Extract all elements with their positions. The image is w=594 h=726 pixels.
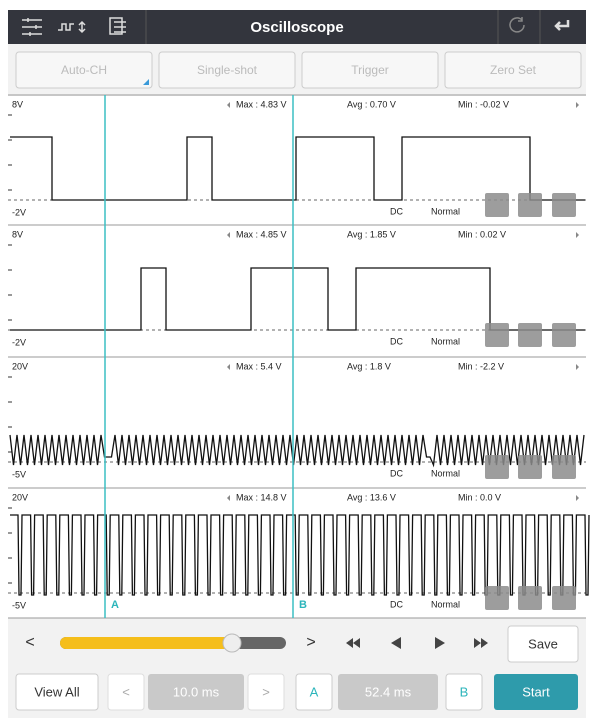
max-value: Max : 14.8 V — [236, 492, 287, 502]
toolbar-button[interactable] — [15, 51, 153, 89]
avg-value: Avg : 1.85 V — [347, 229, 396, 239]
time-prev-button-label: < — [122, 684, 130, 699]
trigger-mode: Normal — [431, 336, 460, 346]
save-icon[interactable] — [109, 17, 126, 35]
avg-value: Avg : 1.8 V — [347, 361, 391, 371]
save-button[interactable] — [507, 625, 579, 663]
range-top: 20V — [12, 361, 28, 371]
range-bottom: -5V — [12, 469, 26, 479]
scroll-left[interactable] — [227, 102, 230, 108]
coupling: DC — [390, 599, 403, 609]
waveform — [10, 136, 585, 201]
zoom-icon[interactable] — [552, 193, 576, 217]
cursor-b-button-label: B — [460, 684, 469, 699]
step-back-button[interactable] — [391, 637, 401, 649]
range-top: 8V — [12, 99, 23, 109]
time-prev-button[interactable] — [107, 673, 145, 711]
zoom-icon[interactable] — [552, 586, 576, 610]
cursor-delta-label: 52.4 ms — [365, 684, 412, 699]
scroll-right[interactable] — [576, 364, 579, 370]
scroll-right[interactable] — [576, 102, 579, 108]
toolbar-button-label: Trigger — [351, 63, 389, 77]
settings-icon[interactable] — [22, 18, 42, 36]
time-base — [148, 674, 244, 710]
trigger-mode: Normal — [431, 206, 460, 216]
mute-icon[interactable] — [485, 323, 509, 347]
cursor-label: A — [111, 599, 119, 611]
title: Oscilloscope — [250, 19, 343, 36]
toolbar-button[interactable] — [444, 51, 582, 89]
max-value: Max : 4.83 V — [236, 99, 287, 109]
mute-icon[interactable] — [485, 455, 509, 479]
scroll-prev[interactable]: < — [25, 634, 34, 651]
refresh-icon[interactable] — [509, 17, 525, 33]
dropdown-corner — [143, 79, 149, 85]
range-bottom: -5V — [12, 600, 26, 610]
scroll-left[interactable] — [227, 364, 230, 370]
scroll-left[interactable] — [227, 232, 230, 238]
toolbar-button-label: Auto-CH — [61, 63, 107, 77]
start-button[interactable] — [494, 674, 578, 710]
min-value: Min : 0.0 V — [458, 492, 501, 502]
max-value: Max : 5.4 V — [236, 361, 282, 371]
zoom-icon[interactable] — [552, 455, 576, 479]
scroll-right[interactable] — [576, 232, 579, 238]
toolbar-button[interactable] — [301, 51, 439, 89]
coupling: DC — [390, 206, 403, 216]
scroll-left[interactable] — [227, 495, 230, 501]
move-icon[interactable] — [518, 193, 542, 217]
trigger-mode: Normal — [431, 468, 460, 478]
scale-icon[interactable] — [58, 20, 86, 34]
save-label: Save — [528, 636, 558, 651]
max-value: Max : 4.85 V — [236, 229, 287, 239]
min-value: Min : -0.02 V — [458, 99, 509, 109]
cursor-b-button[interactable] — [445, 673, 483, 711]
cursor-label: B — [299, 599, 307, 611]
cursor-a-button[interactable] — [295, 673, 333, 711]
fast-forward-button[interactable] — [474, 638, 488, 648]
move-icon[interactable] — [518, 586, 542, 610]
avg-value: Avg : 0.70 V — [347, 99, 396, 109]
scroll-next[interactable]: > — [306, 634, 315, 651]
start-button-label: Start — [522, 684, 550, 699]
range-top: 8V — [12, 229, 23, 239]
slider-knob[interactable] — [222, 633, 242, 653]
range-top: 20V — [12, 492, 28, 502]
time-next-button[interactable] — [247, 673, 285, 711]
zoom-icon[interactable] — [552, 323, 576, 347]
rewind-button[interactable] — [346, 638, 360, 648]
move-icon[interactable] — [518, 455, 542, 479]
toolbar-button-label: Zero Set — [490, 63, 537, 77]
header-icons — [22, 17, 570, 36]
waveform — [10, 514, 590, 596]
coupling: DC — [390, 336, 403, 346]
min-value: Min : -2.2 V — [458, 361, 504, 371]
time-next-button-label: > — [262, 684, 270, 699]
coupling: DC — [390, 468, 403, 478]
scroll-right[interactable] — [576, 495, 579, 501]
range-bottom: -2V — [12, 207, 26, 217]
step-forward-button[interactable] — [435, 637, 445, 649]
cursor-delta — [338, 674, 438, 710]
trigger-mode: Normal — [431, 599, 460, 609]
mute-icon[interactable] — [485, 193, 509, 217]
slider-fill — [60, 637, 232, 649]
view-all-button[interactable] — [15, 673, 99, 711]
back-icon[interactable] — [554, 20, 570, 31]
view-all-button-label: View All — [34, 684, 79, 699]
waveform — [10, 267, 585, 331]
scope-area: 8V -2V Max : 4.83 V Avg : 0.70 V Min : -0.02… — [8, 94, 590, 619]
mute-icon[interactable] — [485, 586, 509, 610]
move-icon[interactable] — [518, 323, 542, 347]
toolbar-button[interactable] — [158, 51, 296, 89]
avg-value: Avg : 13.6 V — [347, 492, 396, 502]
time-base-label: 10.0 ms — [173, 684, 220, 699]
min-value: Min : 0.02 V — [458, 229, 506, 239]
cursor-a-button-label: A — [310, 684, 319, 699]
header-bar — [8, 10, 586, 44]
range-bottom: -2V — [12, 337, 26, 347]
toolbar-button-label: Single-shot — [197, 63, 258, 77]
